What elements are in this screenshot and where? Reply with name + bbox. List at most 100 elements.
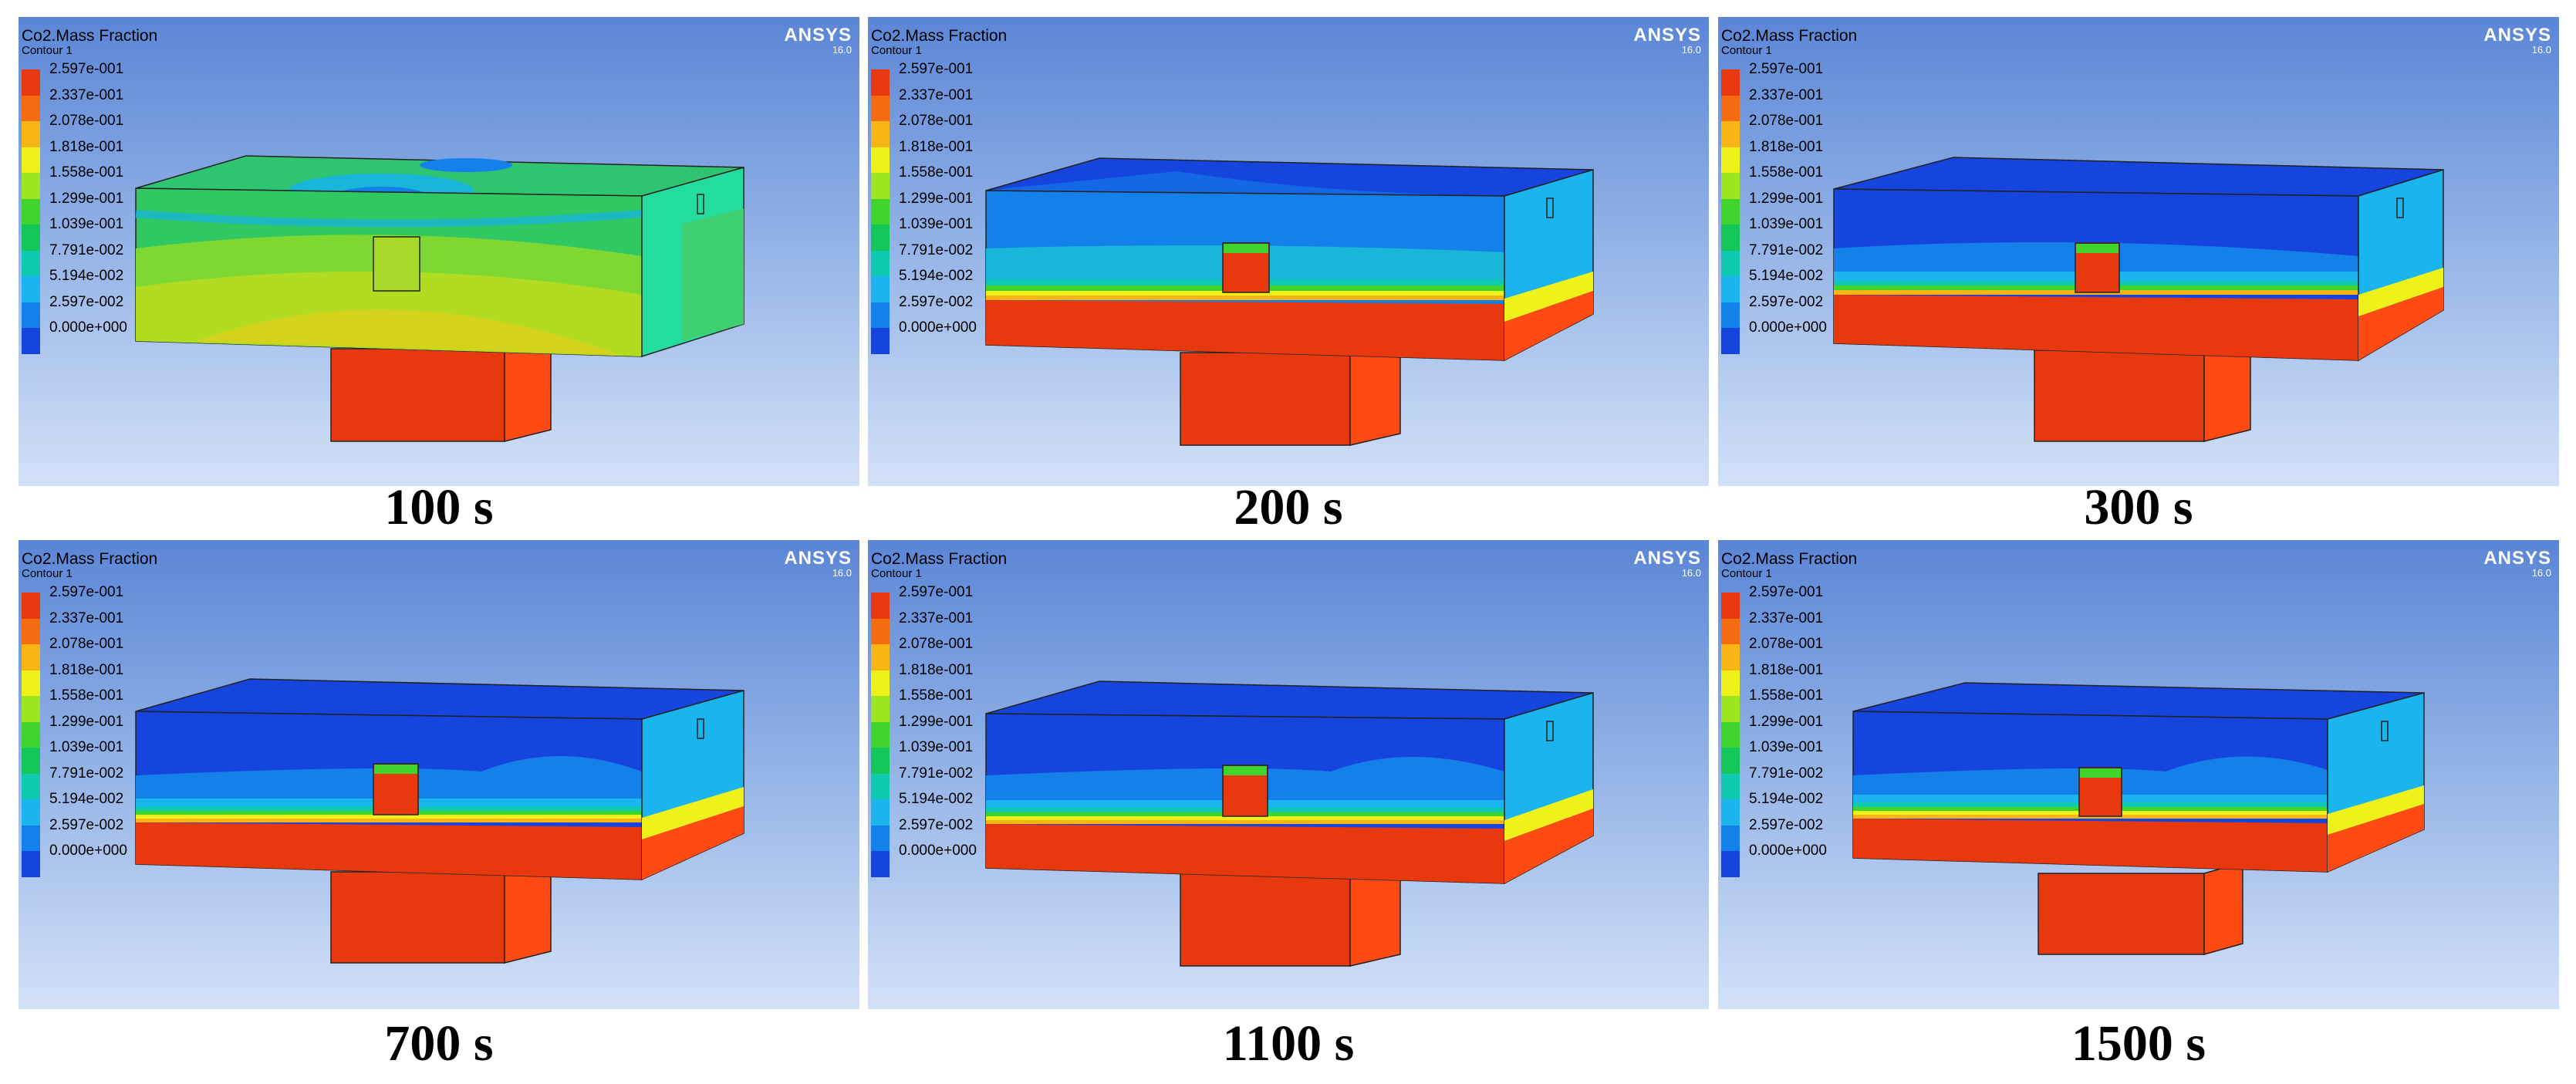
legend-swatch [22,696,40,722]
contour-name: Contour 1 [1721,44,1772,57]
legend-swatch [871,825,890,851]
contour-name: Contour 1 [22,44,73,57]
legend-swatch [22,121,40,147]
legend-swatch [22,302,40,328]
legend-swatch [1721,173,1740,199]
legend-tick-label: 2.078e-001 [49,113,124,129]
legend-swatch [1721,748,1740,774]
legend-swatch [1721,670,1740,696]
legend-swatch [1721,198,1740,225]
legend-swatch [871,799,890,826]
legend-tick-label: 1.299e-001 [899,190,974,207]
time-caption-100s: 100 s [384,479,494,535]
ansys-logo: ANSYS 16.0 [784,549,852,579]
legend-tick-label: 1.039e-001 [1749,739,1824,755]
legend-swatch [22,644,40,670]
legend-tick-label: 1.299e-001 [899,713,974,730]
legend-swatch [1721,95,1740,121]
legend-swatch [1721,721,1740,748]
legend-swatch [1721,302,1740,328]
legend-tick-label: 7.791e-002 [899,765,974,782]
legend-swatch [1721,644,1740,670]
legend-tick-label: 2.597e-002 [899,293,974,310]
legend-tick-label: 2.597e-001 [899,61,974,77]
legend-tick-label: 2.078e-001 [899,113,974,129]
legend-tick-label: 2.337e-001 [49,86,124,103]
brand-version: 16.0 [832,567,852,579]
legend-tick-label: 2.597e-002 [49,293,124,310]
contour-name: Contour 1 [1721,567,1772,580]
brand-version: 16.0 [2531,44,2551,56]
variable-name: Co2.Mass Fraction [871,550,1008,568]
contour-render-100s [135,155,744,442]
legend-tick-label: 1.818e-001 [49,138,124,155]
contour-render-1100s [985,680,1594,967]
contour-name: Contour 1 [871,44,922,57]
brand-name: ANSYS [784,25,852,46]
legend-tick-label: 1.299e-001 [49,190,124,207]
legend-color-bar [22,593,40,877]
legend-swatch [22,593,40,619]
legend-tick-label: 2.597e-001 [49,61,124,77]
legend-swatch [22,618,40,644]
legend-tick-label: 1.558e-001 [49,687,124,704]
legend-swatch [871,250,890,276]
legend-tick-label: 1.818e-001 [899,138,974,155]
legend-tick-label: 1.818e-001 [1749,661,1824,678]
contour-render-200s [985,157,1594,446]
legend-swatch [22,69,40,96]
legend-swatch [1721,593,1740,619]
variable-name: Co2.Mass Fraction [22,27,158,45]
legend-tick-label: 2.597e-002 [1749,816,1824,833]
time-caption-200s: 200 s [1234,479,1343,535]
legend-swatch [22,95,40,121]
legend-color-bar [1721,593,1740,877]
legend-tick-label: 0.000e+000 [899,843,977,859]
variable-name: Co2.Mass Fraction [22,550,158,568]
legend-swatch [1721,147,1740,173]
legend-tick-label: 1.558e-001 [1749,687,1824,704]
plot-title: Co2.Mass Fraction Contour 1 [1721,28,1857,56]
plot-title: Co2.Mass Fraction Contour 1 [1721,551,1857,579]
legend-tick-label: 7.791e-002 [899,241,974,258]
ansys-logo: ANSYS 16.0 [2483,548,2551,579]
legend-tick-label: 7.791e-002 [49,765,124,782]
legend-swatch [22,721,40,748]
variable-name: Co2.Mass Fraction [1721,550,1858,568]
ansys-logo: ANSYS 16.0 [784,25,852,56]
legend-tick-labels: 2.597e-001 2.337e-001 2.078e-001 1.818e-001… [49,584,127,869]
legend-tick-label: 7.791e-002 [1749,765,1824,782]
legend-tick-label: 2.597e-002 [49,816,124,833]
legend-tick-label: 5.194e-002 [899,268,974,284]
legend-swatch [871,721,890,748]
legend-tick-label: 1.299e-001 [1749,190,1824,207]
legend-tick-label: 1.299e-001 [1749,713,1824,730]
legend-tick-label: 2.337e-001 [1749,86,1824,103]
legend-tick-label: 0.000e+000 [1749,843,1827,859]
legend-swatch [22,225,40,251]
contour-render-300s [1833,157,2444,442]
legend-swatch [22,799,40,826]
legend-swatch [871,593,890,619]
brand-name: ANSYS [2483,548,2551,569]
legend-tick-label: 2.078e-001 [1749,113,1824,129]
legend-tick-label: 0.000e+000 [49,319,127,336]
legend-swatch [871,328,890,354]
legend-swatch [22,773,40,799]
time-caption-1100s: 1100 s [1222,1015,1355,1072]
legend-swatch [1721,69,1740,96]
legend-tick-label: 1.039e-001 [899,739,974,755]
contour-panel-700s: Co2.Mass Fraction Contour 1 2.597e-001 2.… [19,540,859,1009]
contour-panel-1100s: Co2.Mass Fraction Contour 1 2.597e-001 2.… [868,540,1709,1009]
legend-tick-label: 1.558e-001 [49,164,124,181]
legend-swatch [871,851,890,877]
legend-swatch [22,825,40,851]
legend-color-bar [871,593,890,877]
brand-version: 16.0 [2531,567,2551,579]
ansys-logo: ANSYS 16.0 [2483,26,2551,56]
contour-panel-100s: Co2.Mass Fraction Contour 1 2.597e-001 2.… [19,17,859,486]
legend-swatch [871,670,890,696]
legend-tick-label: 5.194e-002 [49,791,124,807]
legend-tick-label: 1.558e-001 [899,164,974,181]
legend-swatch [22,670,40,696]
